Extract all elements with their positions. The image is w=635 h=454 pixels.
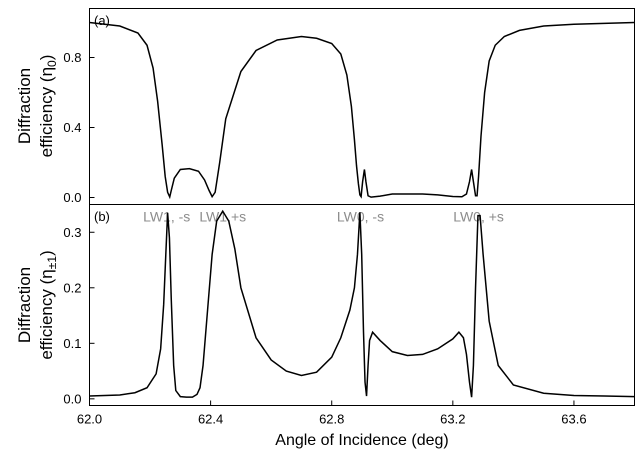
panel-b-y-tick-label-1: 0.1 — [63, 336, 81, 351]
panel-a-y-axis-label-line2: efficiency (η0) — [37, 55, 59, 158]
x-tick-label-1: 62.4 — [198, 412, 223, 427]
panel-a-y-tick-label-1: 0.4 — [63, 120, 81, 135]
panel-b-efficiency-curve — [89, 209, 635, 398]
panel-b: (b) 0.0 0.1 0.2 0.3 62.0 62.4 62.8 63.2 63.6 LW… — [15, 204, 635, 449]
panel-b-y-tick-label-0: 0.0 — [63, 391, 81, 406]
panel-a: (a) 0.0 0.4 0.8 Diffraction efficiency (η0… — [15, 8, 635, 205]
panel-b-y-ticks: 0.0 0.1 0.2 0.3 — [63, 225, 95, 406]
panel-b-y-axis-label-line1: Diffraction — [15, 267, 34, 343]
panel-b-y-tick-label-2: 0.2 — [63, 280, 81, 295]
panel-a-y-ticks: 0.0 0.4 0.8 — [63, 50, 95, 205]
panel-a-efficiency-curve — [89, 21, 635, 200]
panel-b-annotations: LW1, -s LW1,+s LW0, -s LW0, +s — [143, 209, 504, 225]
panel-a-y-axis-label: Diffraction efficiency (η0) — [15, 55, 59, 158]
panel-a-label: (a) — [94, 13, 110, 28]
panel-b-x-ticks: 62.0 62.4 62.8 63.2 63.6 — [77, 400, 587, 427]
x-tick-label-0: 62.0 — [77, 412, 102, 427]
x-tick-label-4: 63.6 — [561, 412, 586, 427]
annotation-1: LW1,+s — [199, 209, 246, 225]
x-tick-label-2: 62.8 — [319, 412, 344, 427]
x-axis-label: Angle of Incidence (deg) — [275, 432, 448, 449]
panel-a-y-tick-label-0: 0.0 — [63, 190, 81, 205]
panel-b-y-axis-label: Diffraction efficiency (η±1) — [15, 250, 59, 359]
panel-a-frame — [89, 8, 635, 205]
panel-b-y-axis-label-line2: efficiency (η±1) — [37, 250, 59, 359]
panel-b-label: (b) — [94, 209, 110, 224]
annotation-0: LW1, -s — [143, 209, 190, 225]
panel-b-y-tick-label-3: 0.3 — [63, 225, 81, 240]
x-tick-label-3: 63.2 — [440, 412, 465, 427]
panel-a-y-axis-label-line1: Diffraction — [15, 68, 34, 144]
panel-a-y-tick-label-2: 0.8 — [63, 50, 81, 65]
